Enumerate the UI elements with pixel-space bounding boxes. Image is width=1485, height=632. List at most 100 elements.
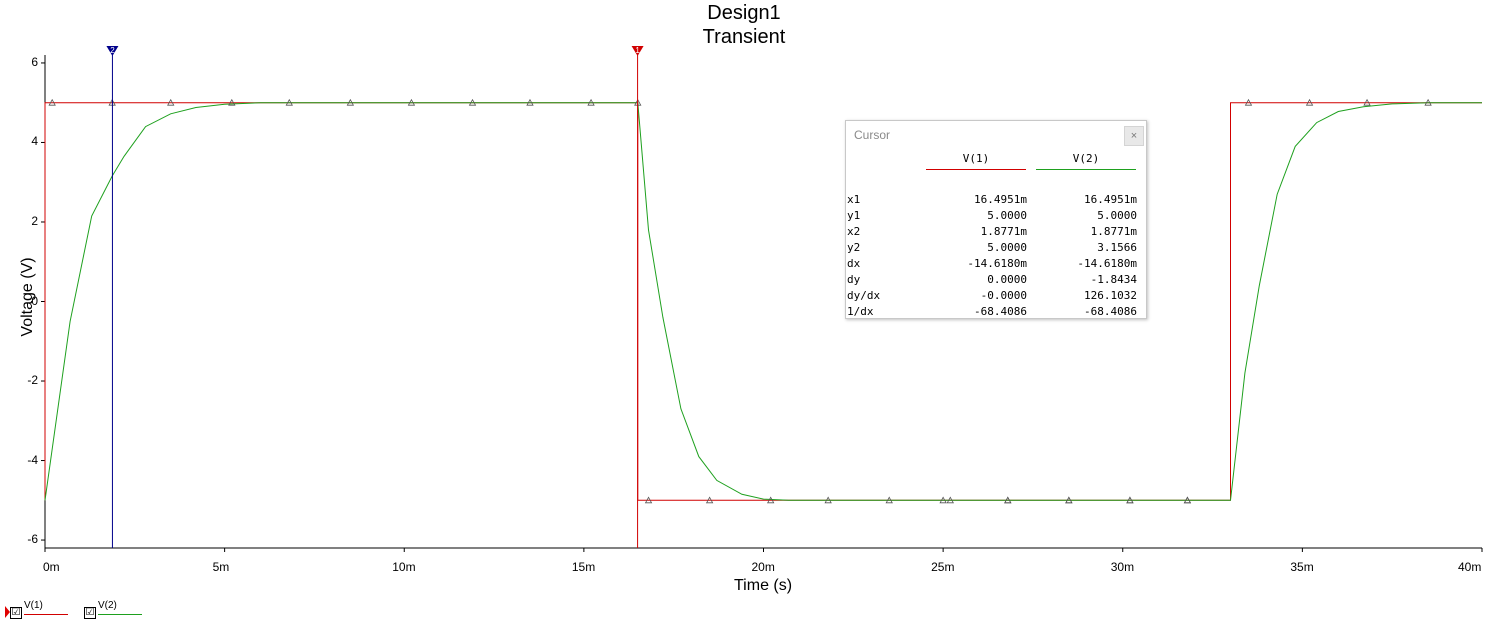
cursor-row-value: -0.0000 bbox=[980, 289, 1027, 302]
legend-label-v2: V(2) bbox=[98, 600, 117, 611]
cursor-lines[interactable]: 12 bbox=[106, 46, 644, 548]
series-marker-v1 bbox=[946, 496, 954, 504]
cursor-column-underline-v1 bbox=[926, 169, 1026, 170]
cursor-row-label: y1 bbox=[847, 209, 861, 222]
cursor-row-value: -1.8434 bbox=[1090, 273, 1137, 286]
series-marker-v1 bbox=[767, 496, 775, 504]
cursor-window-title: Cursor bbox=[854, 128, 891, 142]
y-axis-label: Voltage (V) bbox=[19, 257, 36, 337]
chart-title: Design1 bbox=[707, 2, 781, 24]
legend-swatch-v1 bbox=[24, 614, 68, 615]
series-marker-v1 bbox=[346, 98, 355, 106]
legend-label-v1: V(1) bbox=[24, 600, 43, 611]
series-marker-v1 bbox=[705, 496, 714, 504]
cursor-row-label: 1/dx bbox=[847, 305, 874, 318]
cursor-row-value: 5.0000 bbox=[1097, 209, 1137, 222]
y-tick-label: 6 bbox=[31, 54, 38, 69]
series-marker-v2 bbox=[1183, 496, 1192, 504]
cursor-table-row: y2 5.0000 3.1566 bbox=[846, 241, 1146, 257]
cursor-row-value: -68.4086 bbox=[1084, 305, 1137, 318]
x-tick-label: 0m bbox=[43, 560, 60, 574]
cursor-row-value: 5.0000 bbox=[987, 241, 1027, 254]
cursor-row-value: -14.6180m bbox=[1077, 257, 1137, 270]
cursor-row-value: 5.0000 bbox=[987, 209, 1027, 222]
y-tick-label: -6 bbox=[27, 532, 38, 547]
cursor-table-row: 1/dx -68.4086 -68.4086 bbox=[846, 305, 1146, 321]
x-tick-label: 5m bbox=[212, 560, 230, 574]
cursor-row-label: dx bbox=[847, 257, 861, 270]
x-axis-label: Time (s) bbox=[734, 577, 793, 594]
cursor-table-row: dx -14.6180m -14.6180m bbox=[846, 257, 1146, 273]
x-tick-label: 35m bbox=[1290, 560, 1314, 574]
x-tick-label: 25m bbox=[931, 560, 955, 574]
cursor-handle-label-1: 1 bbox=[635, 46, 640, 55]
cursor-row-label: y2 bbox=[847, 241, 861, 254]
cursor-row-value: -14.6180m bbox=[967, 257, 1027, 270]
cursor-row-value: 0.0000 bbox=[987, 273, 1027, 286]
legend-checkbox-v2[interactable]: ☑ bbox=[84, 607, 96, 619]
legend-selector-marker[interactable] bbox=[5, 606, 10, 618]
legend-checkbox-v1[interactable]: ☑ bbox=[10, 607, 22, 619]
cursor-column-header-v1: V(1) bbox=[962, 152, 990, 165]
y-tick-label: 4 bbox=[31, 134, 38, 149]
cursor-table-row: dy 0.0000 -1.8434 bbox=[846, 273, 1146, 289]
cursor-table-row: dy/dx -0.0000 126.1032 bbox=[846, 289, 1146, 305]
x-tick-label: 15m bbox=[571, 560, 596, 574]
cursor-row-value: 1.8771m bbox=[980, 225, 1027, 238]
series-marker-v2 bbox=[1065, 496, 1073, 504]
x-tick-label: 30m bbox=[1110, 560, 1135, 574]
series-marker-v1 bbox=[228, 98, 236, 106]
series-marker-v1 bbox=[824, 496, 832, 504]
series-marker-v1 bbox=[1363, 98, 1371, 106]
series-group bbox=[44, 98, 1482, 504]
series-line-v1 bbox=[44, 102, 1482, 501]
cursor-row-label: x2 bbox=[847, 225, 861, 238]
series-marker-v1 bbox=[407, 98, 416, 106]
series-marker-v1 bbox=[48, 98, 56, 106]
close-icon[interactable]: × bbox=[1124, 126, 1144, 146]
cursor-window[interactable]: Cursor × V(1) V(2) x1 16.4951m 16.4951m y1 5… bbox=[845, 120, 1147, 319]
series-marker-v1 bbox=[1424, 98, 1432, 106]
series-marker-v1 bbox=[468, 98, 477, 106]
y-tick-label: -4 bbox=[27, 452, 38, 467]
series-marker-v1 bbox=[1305, 98, 1314, 106]
cursor-table-row: x2 1.8771m 1.8771m bbox=[846, 225, 1146, 241]
cursor-row-label: dy/dx bbox=[847, 289, 881, 302]
cursor-row-value: 16.4951m bbox=[1084, 193, 1137, 206]
cursor-row-value: 1.8771m bbox=[1090, 225, 1137, 238]
series-marker-v2 bbox=[1126, 496, 1134, 504]
cursor-handle-1 bbox=[631, 46, 644, 56]
series-marker-v1 bbox=[285, 98, 293, 106]
cursor-row-label: dy bbox=[847, 273, 861, 286]
series-marker-v2 bbox=[939, 496, 947, 504]
cursor-column-underline-v2 bbox=[1036, 169, 1136, 170]
x-tick-label: 10m bbox=[392, 560, 416, 574]
cursor-row-value: 16.4951m bbox=[974, 193, 1027, 206]
legend-swatch-v2 bbox=[98, 614, 142, 615]
cursor-handle-2 bbox=[106, 46, 119, 56]
cursor-row-value: 3.1566 bbox=[1097, 241, 1137, 254]
series-marker-v1 bbox=[167, 98, 175, 106]
cursor-row-value: 126.1032 bbox=[1084, 289, 1137, 302]
series-line-v2 bbox=[44, 102, 1482, 501]
series-marker-v2 bbox=[1004, 496, 1012, 504]
axes bbox=[41, 55, 1483, 552]
series-marker-v1 bbox=[587, 98, 595, 106]
cursor-table-row: x1 16.4951m 16.4951m bbox=[846, 193, 1146, 209]
x-tick-label: 40m bbox=[1458, 560, 1482, 574]
y-tick-label: 0 bbox=[31, 293, 38, 308]
cursor-column-header-v2: V(2) bbox=[1072, 152, 1100, 165]
chart-subtitle: Transient bbox=[702, 26, 786, 48]
series-marker-v1 bbox=[526, 98, 534, 106]
x-tick-label: 20m bbox=[751, 560, 775, 574]
cursor-table-row: y1 5.0000 5.0000 bbox=[846, 209, 1146, 225]
cursor-handle-label-2: 2 bbox=[110, 46, 115, 55]
series-marker-v1 bbox=[885, 496, 893, 504]
y-tick-label: -2 bbox=[27, 373, 38, 388]
cursor-row-value: -68.4086 bbox=[974, 305, 1027, 318]
series-marker-v1 bbox=[1244, 98, 1253, 106]
series-marker-v1 bbox=[644, 496, 653, 504]
y-tick-label: 2 bbox=[31, 213, 38, 228]
cursor-row-label: x1 bbox=[847, 193, 861, 206]
